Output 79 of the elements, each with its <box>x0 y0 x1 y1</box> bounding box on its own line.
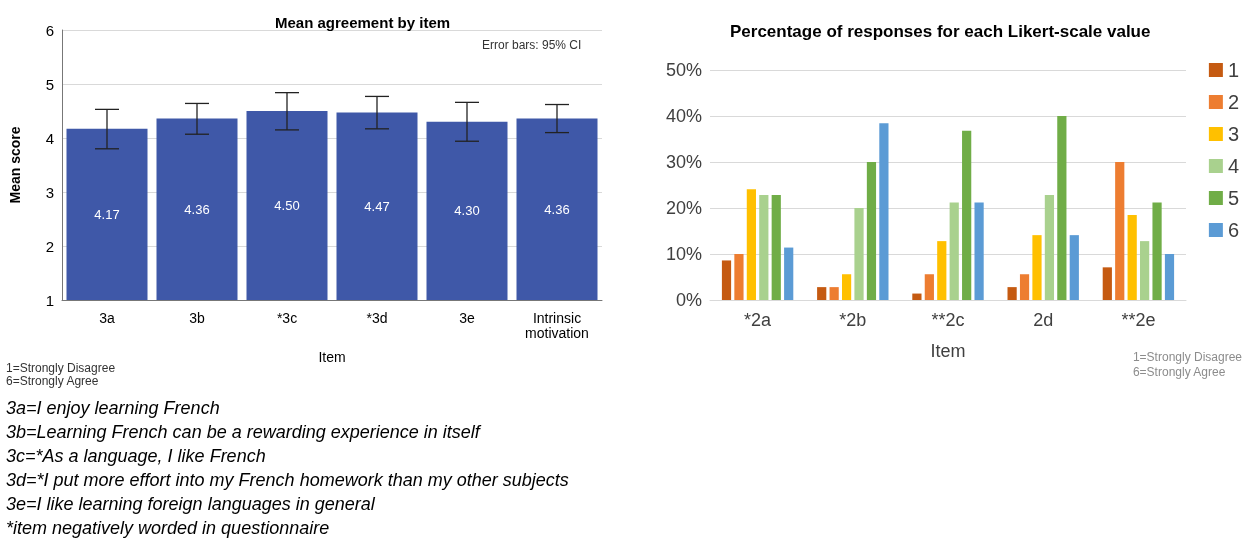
bar <box>962 130 972 300</box>
y-tick-label: 1 <box>45 291 54 309</box>
bar <box>879 123 889 300</box>
legend-label: 5 <box>1227 187 1239 209</box>
bar <box>721 260 732 300</box>
x-tick-label: *2a <box>744 309 773 330</box>
text: 3e=I like learning foreign languages in general <box>6 493 376 516</box>
legend-label: 4 <box>1227 155 1239 177</box>
y-tick-label: 2 <box>45 237 54 255</box>
text: 1=Strongly Disagree 6=Strongly Agree <box>1132 350 1242 380</box>
text: 3a=I enjoy learning French <box>6 397 221 420</box>
y-tick-label: 20% <box>665 198 702 218</box>
x-tick-label: **2e <box>1121 309 1156 330</box>
text: 3c=*As a language, I like French <box>6 445 267 468</box>
bar <box>759 195 769 300</box>
bar <box>1140 241 1150 300</box>
bar <box>784 247 794 300</box>
chart-title: Percentage of responses for each Likert-scale value <box>730 22 1151 41</box>
y-tick-label: 10% <box>665 244 702 264</box>
text: 3b=Learning French can be a rewarding experience in itself <box>6 421 483 444</box>
text: 3d=*I put more effort into my French homework than my other subjects <box>6 469 569 492</box>
data-label: 4.17 <box>94 206 120 222</box>
y-tick-label: 5 <box>45 75 54 93</box>
annotation: Error bars: 95% CI <box>482 38 582 52</box>
text: *item negatively worded in questionnaire <box>6 517 331 540</box>
x-tick-label: *3d <box>366 309 388 326</box>
x-tick-label: 3a <box>99 309 115 326</box>
y-axis-title: Mean score <box>7 126 23 204</box>
legend-label: 3 <box>1227 123 1239 145</box>
bar <box>937 241 947 300</box>
bar <box>854 208 864 300</box>
text: 1=Strongly Disagree 6=Strongly Agree <box>6 361 116 388</box>
bar <box>771 195 781 300</box>
y-tick-label: 4 <box>45 129 54 147</box>
legend-label: 6 <box>1227 219 1239 241</box>
bar <box>1044 195 1055 300</box>
bar <box>1102 267 1112 300</box>
data-label: 4.50 <box>274 198 300 213</box>
legend-label: 1 <box>1227 59 1239 81</box>
bar <box>817 287 827 300</box>
x-tick-label: 3e <box>459 309 475 326</box>
bar <box>1019 274 1030 300</box>
y-tick-label: 30% <box>665 152 702 172</box>
bar <box>841 274 852 300</box>
bar <box>866 162 877 300</box>
bar <box>924 274 934 300</box>
legend-label: 2 <box>1227 91 1239 113</box>
bar <box>1127 214 1137 300</box>
bar <box>1057 116 1067 300</box>
bar <box>912 293 922 300</box>
bar <box>1115 162 1125 300</box>
bar <box>734 254 744 300</box>
y-tick-label: 50% <box>665 60 702 80</box>
y-tick-label: 6 <box>45 21 54 39</box>
bar <box>1069 235 1079 300</box>
x-axis-title: Item <box>930 341 966 361</box>
x-tick-label: Intrinsic motivation <box>525 309 589 341</box>
bar <box>1032 235 1042 300</box>
y-tick-label: 0% <box>675 290 702 310</box>
bar <box>949 202 959 300</box>
x-tick-label: *3c <box>276 309 298 326</box>
bar <box>974 202 984 300</box>
chart-title: Mean agreement by item <box>275 14 451 31</box>
bar <box>829 287 839 300</box>
bar <box>1007 287 1017 300</box>
data-label: 4.36 <box>544 201 570 217</box>
x-tick-label: **2c <box>931 309 965 330</box>
y-tick-label: 40% <box>665 106 702 126</box>
bar <box>1152 202 1162 300</box>
data-label: 4.47 <box>364 198 390 214</box>
data-label: 4.36 <box>184 201 210 217</box>
x-axis-title: Item <box>318 349 346 365</box>
bar <box>1164 254 1175 300</box>
data-label: 4.30 <box>454 203 480 219</box>
bar <box>746 189 756 300</box>
x-tick-label: 3b <box>189 309 205 326</box>
x-tick-label: 2d <box>1033 309 1054 330</box>
x-tick-label: *2b <box>839 309 867 330</box>
y-tick-label: 3 <box>45 183 54 201</box>
